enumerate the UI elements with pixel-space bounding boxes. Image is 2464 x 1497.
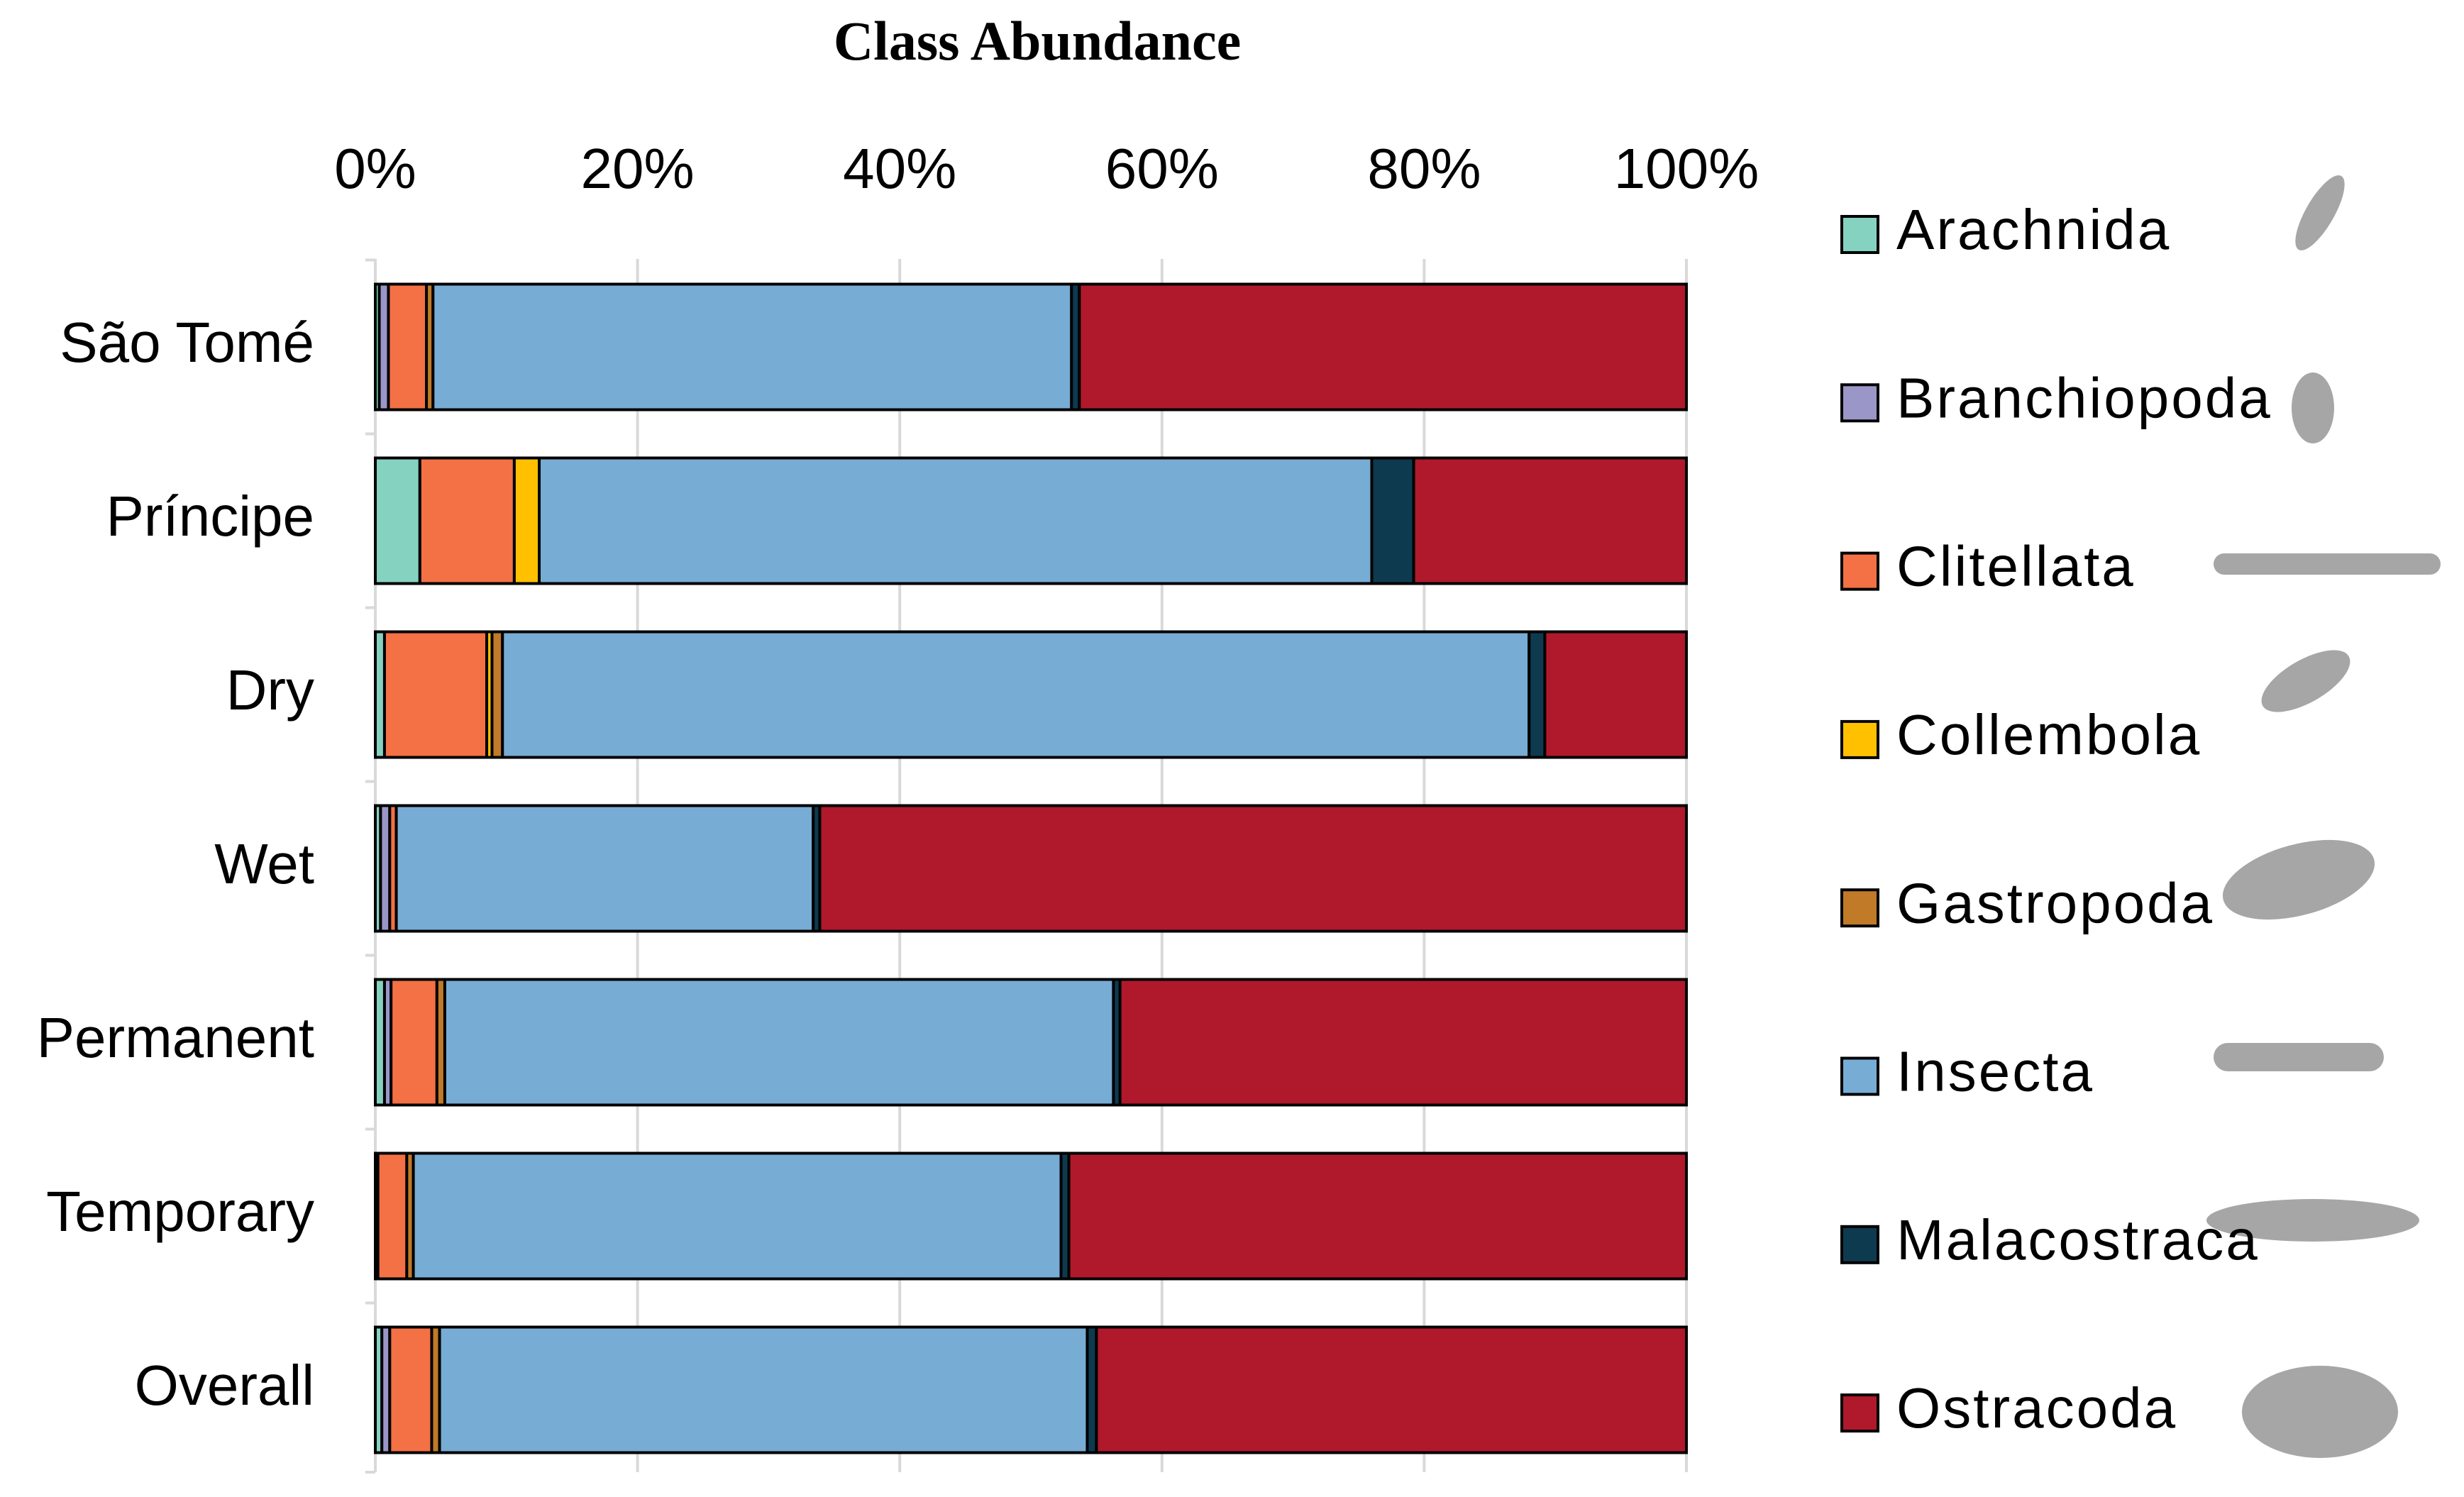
bar-segment (818, 804, 1688, 933)
y-tick-label: Wet (214, 832, 314, 895)
bar-segment (390, 978, 438, 1107)
bar-segment (538, 456, 1374, 585)
y-tick-label: Permanent (37, 1006, 314, 1069)
legend-label: Gastropoda (1896, 871, 2214, 934)
bar-segment (411, 1151, 1063, 1281)
legend-swatch (1840, 383, 1879, 423)
bar-segment (438, 1325, 1089, 1454)
bar-segment (418, 456, 516, 585)
legend-swatch (1840, 551, 1879, 591)
x-tick-label: 100% (1614, 137, 1759, 200)
bar-segment (431, 282, 1073, 411)
bar-segment (1095, 1325, 1688, 1454)
bar-segment (1078, 282, 1688, 411)
legend-label: Arachnida (1896, 198, 2171, 261)
legend-swatch (1840, 1225, 1879, 1264)
legend-swatch (1840, 215, 1879, 254)
y-tick-label: Príncipe (106, 485, 314, 548)
bar-segment (501, 630, 1531, 759)
legend-label: Collembola (1896, 703, 2201, 766)
bar-segment (1370, 456, 1415, 585)
legend-swatch (1840, 1393, 1879, 1433)
legend-swatch (1840, 888, 1879, 928)
x-tick-label: 40% (843, 137, 956, 200)
bar-segment (394, 804, 815, 933)
legend-label: Malacostraca (1896, 1208, 2260, 1271)
x-tick-label: 60% (1105, 137, 1219, 200)
bar-segment (387, 282, 429, 411)
chart-title: Class Abundance (834, 10, 1241, 72)
legend-swatch (1840, 1056, 1879, 1096)
legend-icons (2206, 175, 2441, 1458)
y-tick-label: Temporary (46, 1180, 314, 1243)
bar-segment (382, 630, 489, 759)
bar-segment (490, 630, 504, 759)
y-tick-label: Dry (226, 658, 314, 722)
bar-segment (1118, 978, 1688, 1107)
x-tick-label: 20% (581, 137, 695, 200)
y-tick-label: São Tomé (60, 311, 314, 374)
legend-label: Clitellata (1896, 535, 2136, 598)
bar-segment (443, 978, 1115, 1107)
bar-segment (374, 456, 421, 585)
bar-segment (388, 1325, 433, 1454)
bar-segment (1527, 630, 1547, 759)
legend-label: Insecta (1896, 1040, 2094, 1103)
bar-segment (512, 456, 541, 585)
x-tick-label: 80% (1367, 137, 1481, 200)
y-tick-label: Overall (135, 1354, 314, 1417)
legend-label: Branchiopoda (1896, 366, 2272, 429)
bar-segment (1412, 456, 1688, 585)
legend-swatch (1840, 719, 1879, 759)
x-tick-label: 0% (334, 137, 416, 200)
bar-segment (1067, 1151, 1689, 1281)
legend-label: Ostracoda (1896, 1376, 2177, 1440)
bar-segment (376, 1151, 409, 1281)
bar-segment (1543, 630, 1689, 759)
